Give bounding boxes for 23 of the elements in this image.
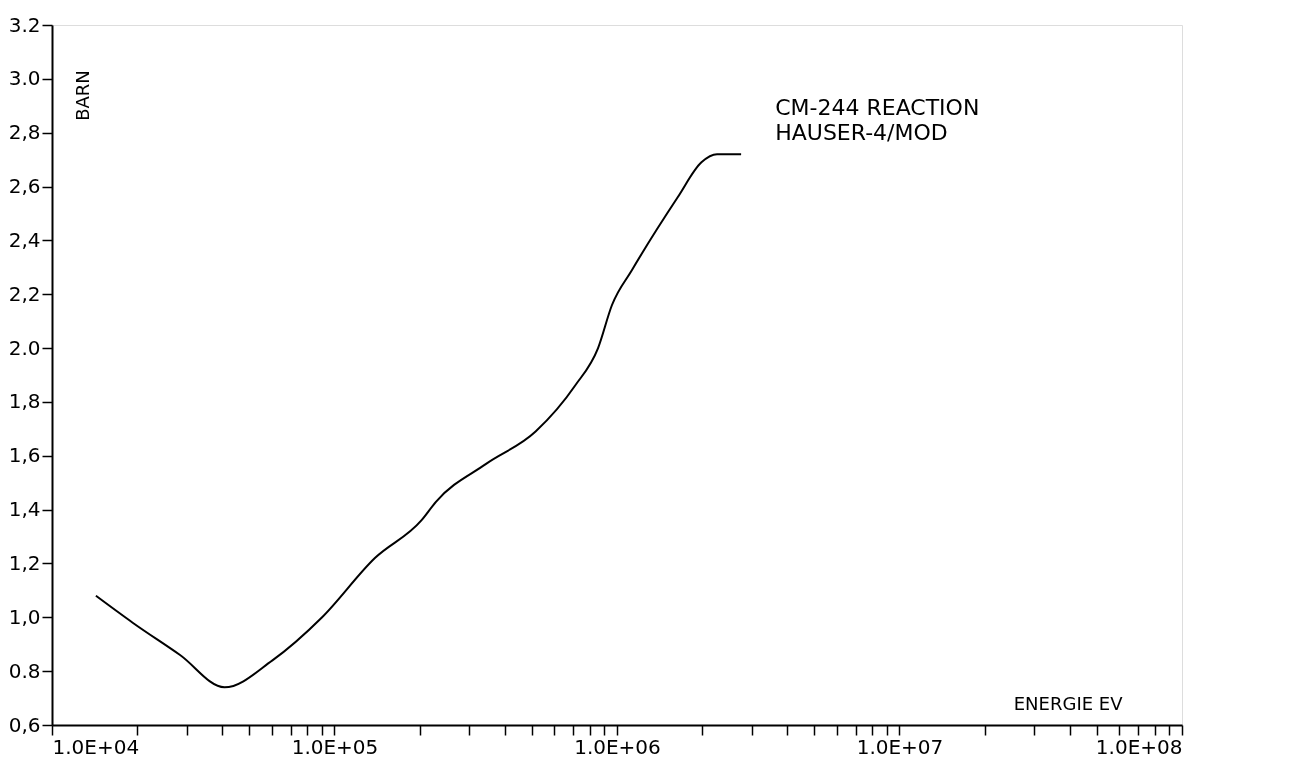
- x-tick-label: 1.0E+08: [1095, 734, 1183, 759]
- y-tick-label: 3.2: [8, 12, 41, 37]
- y-tick-label: 3.0: [8, 66, 41, 91]
- annotation: CM-244 REACTION: [775, 94, 980, 120]
- x-tick-label: 1.0E+04: [52, 734, 140, 759]
- y-tick-label: 2,8: [8, 120, 41, 145]
- y-axis-title: BARN: [71, 70, 93, 121]
- y-tick-label: 1,8: [8, 389, 41, 414]
- y-tick-label: 1,6: [8, 443, 41, 468]
- x-axis-title: ENERGIE EV: [1013, 692, 1124, 714]
- y-tick-label: 1,0: [8, 604, 41, 629]
- x-tick-label: 1.0E+06: [574, 734, 661, 759]
- y-tick-label: 2,4: [8, 227, 41, 252]
- x-tick-label: 1.0E+05: [291, 734, 379, 759]
- y-tick-label: 1,2: [8, 550, 41, 575]
- annotation: HAUSER-4/MOD: [775, 119, 948, 145]
- x-tick-label: 1.0E+07: [856, 734, 944, 759]
- y-tick-label: 2,6: [8, 174, 41, 199]
- y-tick-label: 1,4: [8, 497, 41, 522]
- y-tick-label: 2.0: [8, 335, 41, 360]
- y-tick-label: 0,6: [8, 712, 41, 737]
- y-tick-label: 0.8: [8, 658, 41, 683]
- y-tick-label: 2,2: [8, 281, 41, 306]
